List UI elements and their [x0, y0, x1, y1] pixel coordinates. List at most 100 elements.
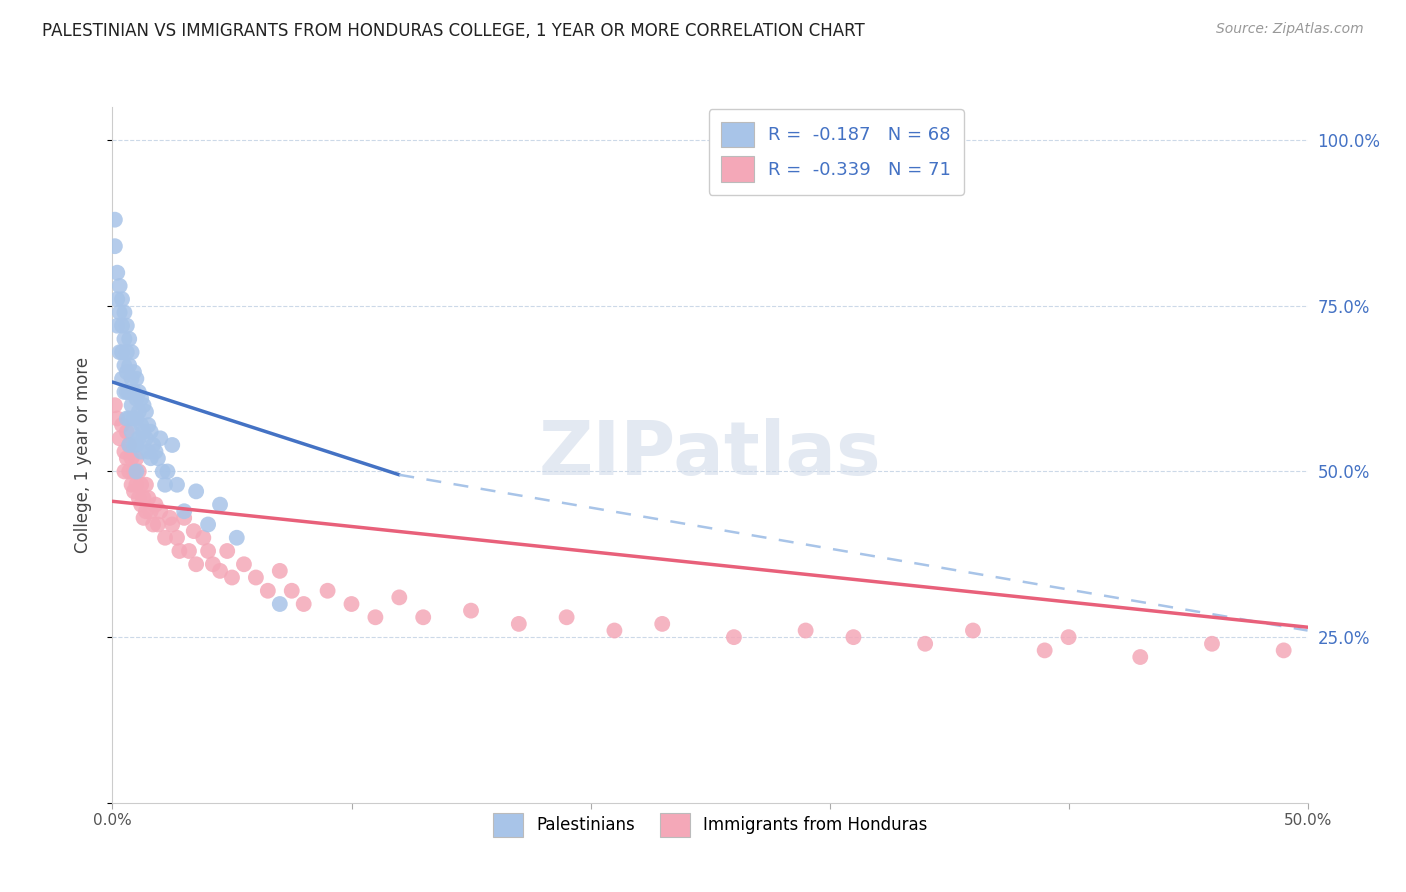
- Point: [111, 345, 134, 359]
- Point: [108, 345, 131, 359]
- Point: [156, 465, 179, 479]
- Point: [121, 451, 143, 466]
- Point: [138, 418, 160, 433]
- Point: [842, 630, 865, 644]
- Point: [193, 531, 215, 545]
- Point: [149, 431, 172, 445]
- Point: [1201, 637, 1223, 651]
- Point: [135, 405, 157, 419]
- Point: [209, 564, 232, 578]
- Point: [128, 405, 150, 419]
- Point: [128, 465, 150, 479]
- Y-axis label: College, 1 year or more: College, 1 year or more: [73, 357, 91, 553]
- Point: [142, 438, 165, 452]
- Point: [104, 398, 127, 412]
- Point: [118, 359, 141, 373]
- Point: [146, 451, 169, 466]
- Point: [651, 616, 673, 631]
- Point: [152, 465, 174, 479]
- Point: [603, 624, 626, 638]
- Point: [115, 411, 138, 425]
- Point: [269, 564, 291, 578]
- Point: [121, 372, 143, 386]
- Point: [132, 425, 155, 439]
- Point: [149, 504, 172, 518]
- Point: [146, 517, 169, 532]
- Point: [125, 465, 148, 479]
- Point: [129, 418, 152, 433]
- Point: [121, 345, 143, 359]
- Text: ZIPatlas: ZIPatlas: [538, 418, 882, 491]
- Point: [186, 558, 208, 572]
- Point: [129, 498, 152, 512]
- Point: [173, 511, 195, 525]
- Point: [132, 511, 155, 525]
- Point: [104, 239, 127, 253]
- Point: [723, 630, 745, 644]
- Point: [135, 477, 157, 491]
- Point: [794, 624, 817, 638]
- Point: [135, 431, 157, 445]
- Point: [914, 637, 936, 651]
- Point: [114, 465, 135, 479]
- Point: [225, 531, 247, 545]
- Point: [129, 392, 152, 406]
- Point: [186, 484, 208, 499]
- Point: [128, 384, 150, 399]
- Point: [111, 292, 134, 306]
- Point: [508, 616, 530, 631]
- Point: [118, 332, 141, 346]
- Point: [128, 491, 150, 505]
- Point: [159, 511, 181, 525]
- Point: [118, 384, 141, 399]
- Point: [1129, 650, 1152, 665]
- Point: [118, 438, 141, 452]
- Point: [145, 498, 167, 512]
- Point: [114, 305, 135, 319]
- Point: [132, 491, 155, 505]
- Point: [138, 491, 160, 505]
- Point: [962, 624, 984, 638]
- Point: [281, 583, 304, 598]
- Point: [114, 444, 135, 458]
- Point: [115, 365, 138, 379]
- Point: [142, 517, 165, 532]
- Point: [121, 398, 143, 412]
- Point: [269, 597, 291, 611]
- Point: [115, 425, 138, 439]
- Point: [153, 531, 176, 545]
- Point: [108, 279, 131, 293]
- Point: [115, 384, 138, 399]
- Point: [125, 372, 148, 386]
- Point: [105, 411, 128, 425]
- Point: [1057, 630, 1080, 644]
- Point: [104, 212, 127, 227]
- Point: [245, 570, 267, 584]
- Point: [340, 597, 363, 611]
- Point: [197, 517, 219, 532]
- Point: [108, 431, 131, 445]
- Point: [217, 544, 239, 558]
- Point: [139, 504, 162, 518]
- Legend: Palestinians, Immigrants from Honduras: Palestinians, Immigrants from Honduras: [486, 806, 934, 843]
- Point: [1033, 643, 1056, 657]
- Point: [122, 465, 145, 479]
- Point: [114, 384, 135, 399]
- Point: [118, 411, 141, 425]
- Point: [125, 451, 148, 466]
- Point: [364, 610, 387, 624]
- Point: [108, 305, 131, 319]
- Point: [121, 425, 143, 439]
- Point: [162, 438, 183, 452]
- Point: [177, 544, 200, 558]
- Text: PALESTINIAN VS IMMIGRANTS FROM HONDURAS COLLEGE, 1 YEAR OR MORE CORRELATION CHAR: PALESTINIAN VS IMMIGRANTS FROM HONDURAS …: [42, 22, 865, 40]
- Point: [114, 359, 135, 373]
- Point: [201, 558, 224, 572]
- Point: [111, 318, 134, 333]
- Point: [138, 444, 160, 458]
- Text: Source: ZipAtlas.com: Source: ZipAtlas.com: [1216, 22, 1364, 37]
- Point: [122, 365, 145, 379]
- Point: [292, 597, 315, 611]
- Point: [125, 477, 148, 491]
- Point: [197, 544, 219, 558]
